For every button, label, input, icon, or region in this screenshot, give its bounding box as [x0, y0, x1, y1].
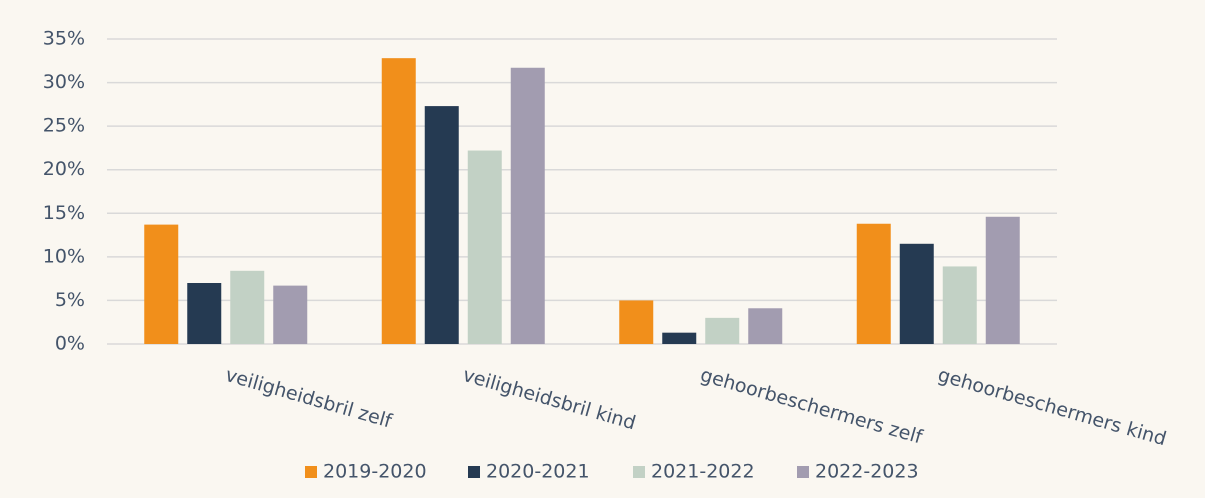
bar: [230, 270, 265, 344]
bar: [619, 300, 654, 344]
legend-swatch: [797, 466, 809, 478]
bar: [985, 216, 1020, 344]
legend-swatch: [468, 466, 480, 478]
legend-label: 2020-2021: [486, 461, 590, 483]
y-tick-label: 30%: [43, 71, 85, 93]
y-tick-label: 5%: [55, 289, 85, 311]
bar: [942, 266, 977, 344]
bar: [187, 283, 222, 344]
bar: [467, 150, 502, 344]
bar: [273, 285, 308, 344]
bar: [748, 308, 783, 344]
bar: [381, 58, 416, 345]
y-tick-label: 10%: [43, 245, 85, 267]
legend-label: 2021-2022: [651, 461, 755, 483]
legend-swatch: [305, 466, 317, 478]
bar: [424, 106, 459, 344]
y-tick-label: 20%: [43, 158, 85, 180]
bar: [144, 224, 179, 344]
bar: [705, 317, 740, 344]
legend-swatch: [633, 466, 645, 478]
bar: [662, 332, 697, 344]
legend-label: 2022-2023: [815, 461, 919, 483]
y-tick-label: 25%: [43, 115, 85, 137]
y-tick-label: 35%: [43, 28, 85, 50]
bar: [856, 223, 891, 344]
bar: [510, 67, 545, 344]
bar: [899, 243, 934, 344]
y-tick-label: 15%: [43, 202, 85, 224]
legend-label: 2019-2020: [323, 461, 427, 483]
y-tick-label: 0%: [55, 333, 85, 355]
